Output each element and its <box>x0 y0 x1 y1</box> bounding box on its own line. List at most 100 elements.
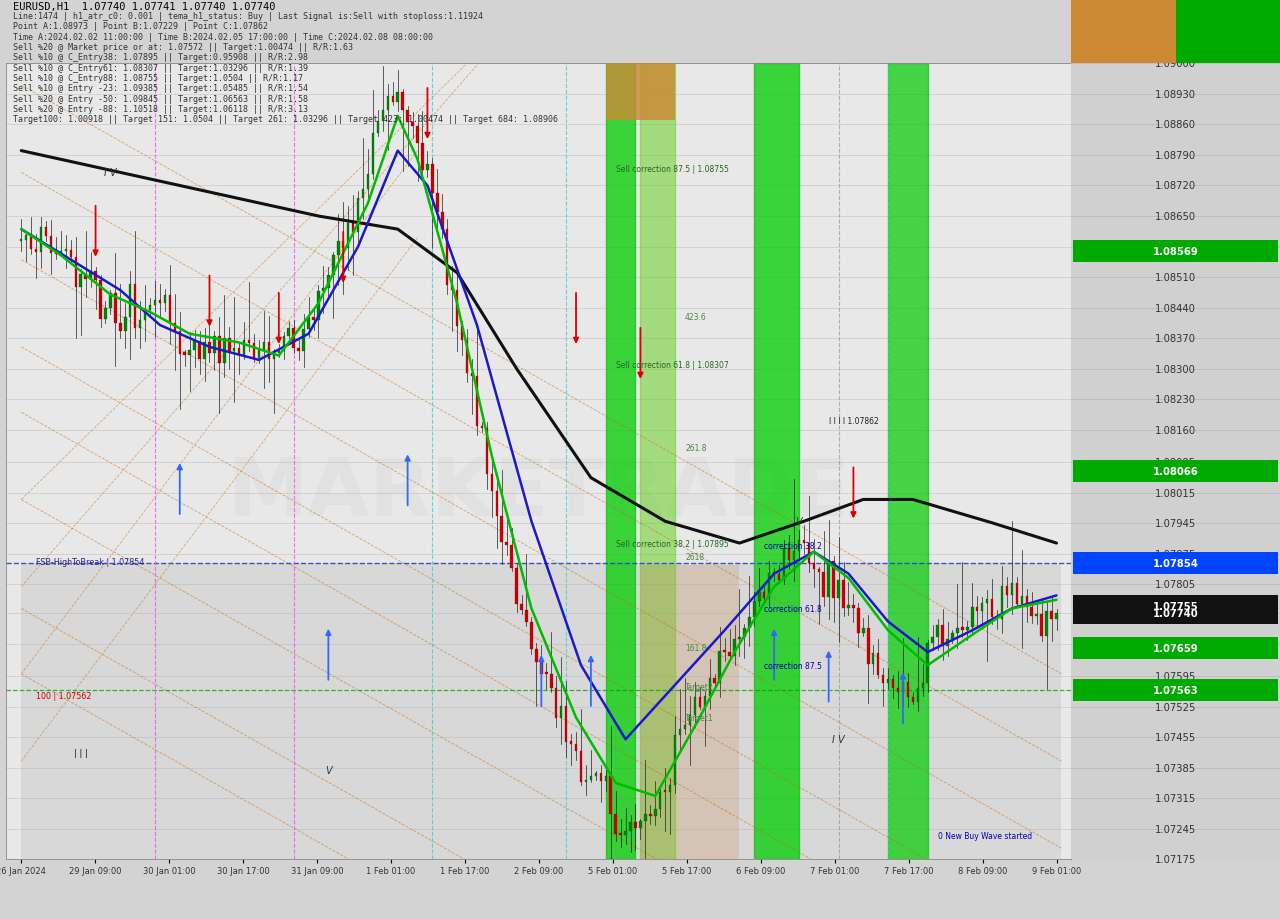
Bar <box>951 633 954 640</box>
Text: I I I I 1.07862: I I I I 1.07862 <box>828 417 878 426</box>
Bar <box>193 341 196 351</box>
Bar <box>614 814 617 834</box>
Bar <box>911 698 914 702</box>
Bar <box>837 580 840 598</box>
Bar <box>986 599 988 604</box>
Text: 423.6: 423.6 <box>685 312 707 322</box>
Text: 1.07175: 1.07175 <box>1155 855 1197 864</box>
Bar <box>808 543 810 563</box>
Bar <box>95 272 97 281</box>
Bar <box>198 341 201 359</box>
Text: 161.8: 161.8 <box>685 643 707 652</box>
Bar <box>516 568 518 604</box>
Bar <box>699 698 701 707</box>
Text: correction 38.2: correction 38.2 <box>764 541 822 550</box>
Bar <box>644 814 646 822</box>
Bar <box>367 176 369 189</box>
Bar <box>332 256 334 276</box>
Text: 2618: 2618 <box>685 552 704 561</box>
Bar <box>654 810 657 816</box>
Text: 1.08580: 1.08580 <box>1155 243 1197 253</box>
Bar <box>20 240 23 242</box>
Bar <box>556 688 558 718</box>
Bar <box>461 327 463 341</box>
Text: 1.07659: 1.07659 <box>1153 643 1198 653</box>
Bar <box>961 628 964 630</box>
Bar <box>397 93 399 103</box>
Bar <box>689 715 691 725</box>
Bar <box>827 561 829 597</box>
Bar <box>956 629 959 633</box>
Bar <box>362 189 365 199</box>
Bar <box>60 252 63 255</box>
Bar <box>604 776 607 781</box>
Bar <box>1055 613 1057 619</box>
Bar <box>307 317 310 330</box>
Bar <box>858 608 860 633</box>
Bar <box>381 111 384 122</box>
Bar <box>892 679 895 688</box>
Bar <box>832 561 835 598</box>
Bar <box>352 223 355 233</box>
Bar <box>792 551 795 561</box>
Bar <box>466 341 468 373</box>
Bar <box>223 338 225 364</box>
Bar <box>1071 0 1175 64</box>
Bar <box>550 675 553 688</box>
Text: 1.08790: 1.08790 <box>1155 151 1197 161</box>
Text: 1.07455: 1.07455 <box>1155 732 1197 743</box>
Bar <box>922 684 924 688</box>
Bar <box>570 742 572 743</box>
Bar <box>640 565 740 859</box>
Bar <box>718 652 721 683</box>
Bar <box>605 64 675 121</box>
Bar <box>882 675 884 683</box>
Bar <box>164 296 166 304</box>
Bar <box>1074 596 1277 618</box>
Bar <box>35 250 37 253</box>
Bar <box>1051 611 1052 619</box>
Bar <box>897 688 900 692</box>
Bar <box>867 629 869 664</box>
Bar <box>416 127 419 143</box>
Bar <box>471 373 474 377</box>
Bar <box>262 343 265 350</box>
Bar <box>55 253 58 255</box>
Bar <box>1041 615 1043 636</box>
Bar <box>376 122 379 133</box>
Bar <box>595 774 596 777</box>
Text: 1.08230: 1.08230 <box>1155 395 1197 404</box>
Text: 0 New Buy Wave started: 0 New Buy Wave started <box>938 831 1032 840</box>
Bar <box>273 354 275 359</box>
Bar <box>634 823 636 828</box>
Bar <box>402 93 404 110</box>
Bar <box>1001 587 1004 619</box>
Bar <box>312 317 315 321</box>
Text: 1.07525: 1.07525 <box>1155 702 1197 712</box>
Bar <box>1074 460 1277 482</box>
Text: 1.08160: 1.08160 <box>1155 425 1197 436</box>
Bar <box>143 311 146 321</box>
Bar <box>347 223 349 249</box>
Bar <box>124 318 127 332</box>
Bar <box>74 258 77 288</box>
Bar <box>996 617 998 619</box>
Bar <box>476 377 479 426</box>
Bar <box>169 296 172 324</box>
Bar <box>728 652 731 657</box>
Text: 1.07805: 1.07805 <box>1155 580 1197 590</box>
Bar <box>357 199 360 233</box>
Bar <box>45 228 47 237</box>
Bar <box>590 777 593 779</box>
Bar <box>1046 611 1048 636</box>
Text: 1.08085: 1.08085 <box>1155 458 1197 468</box>
Bar <box>605 64 635 859</box>
Bar <box>580 751 582 782</box>
Text: V: V <box>325 765 332 775</box>
Bar <box>778 574 781 581</box>
Text: Line:1474 | h1_atr_c0: 0.001 | tema_h1_status: Buy | Last Signal is:Sell with st: Line:1474 | h1_atr_c0: 0.001 | tema_h1_s… <box>13 12 483 21</box>
Bar <box>901 683 904 692</box>
Bar <box>228 338 230 351</box>
Bar <box>535 650 538 662</box>
Bar <box>887 679 890 683</box>
